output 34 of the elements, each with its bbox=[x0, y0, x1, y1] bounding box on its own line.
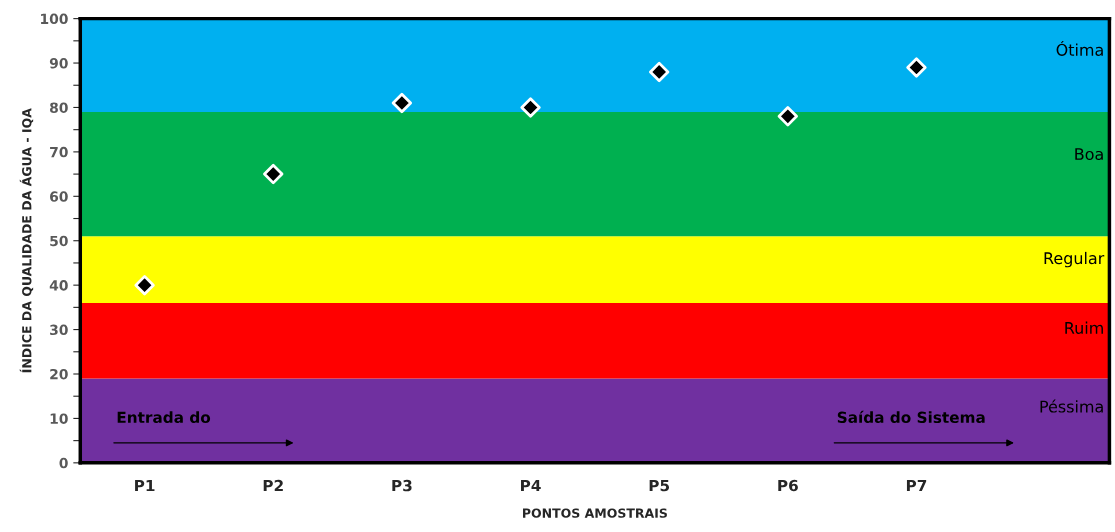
y-axis-title: ÍNDICE DA QUALIDADE DA ÁGUA - IQA bbox=[19, 108, 34, 373]
point bbox=[777, 106, 798, 127]
y-tick-label: 40 bbox=[49, 280, 68, 291]
y-tick-label: 30 bbox=[50, 324, 68, 336]
y-tick-label: 70 bbox=[50, 146, 68, 158]
x-tick-label: P3 bbox=[392, 479, 412, 492]
band-label: Péssima bbox=[1040, 399, 1103, 413]
annotation: Entrada do bbox=[117, 411, 211, 424]
y-tick-label: 80 bbox=[50, 102, 68, 113]
annotation: Saída do Sistema bbox=[837, 410, 985, 424]
point bbox=[906, 57, 927, 78]
x-tick-label: P5 bbox=[649, 479, 670, 492]
point bbox=[263, 163, 284, 185]
band-label: Boa bbox=[1075, 148, 1103, 161]
y-tick-label: 20 bbox=[50, 368, 68, 380]
y-tick-label: 100 bbox=[41, 13, 68, 25]
x-axis-title: PONTOS AMOSTRAIS bbox=[523, 508, 667, 518]
y-tick-label: 90 bbox=[49, 58, 68, 69]
x-tick-label: P1 bbox=[135, 479, 155, 492]
x-tick-label: P2 bbox=[263, 479, 283, 492]
y-tick-label: 10 bbox=[50, 413, 68, 424]
x-tick-label: P7 bbox=[906, 479, 927, 492]
x-tick-label: P4 bbox=[521, 479, 541, 492]
point bbox=[134, 274, 155, 296]
point bbox=[391, 92, 413, 114]
band-label: Ruim bbox=[1065, 321, 1103, 334]
y-tick-label: 50 bbox=[50, 235, 68, 247]
point bbox=[520, 97, 541, 118]
y-tick-label: 0 bbox=[59, 457, 68, 469]
x-tick-label: P6 bbox=[778, 479, 798, 492]
y-tick-label: 60 bbox=[50, 191, 68, 202]
point bbox=[649, 61, 670, 83]
band-label: Regular bbox=[1044, 251, 1105, 268]
band-label: Ótima bbox=[1056, 40, 1103, 56]
